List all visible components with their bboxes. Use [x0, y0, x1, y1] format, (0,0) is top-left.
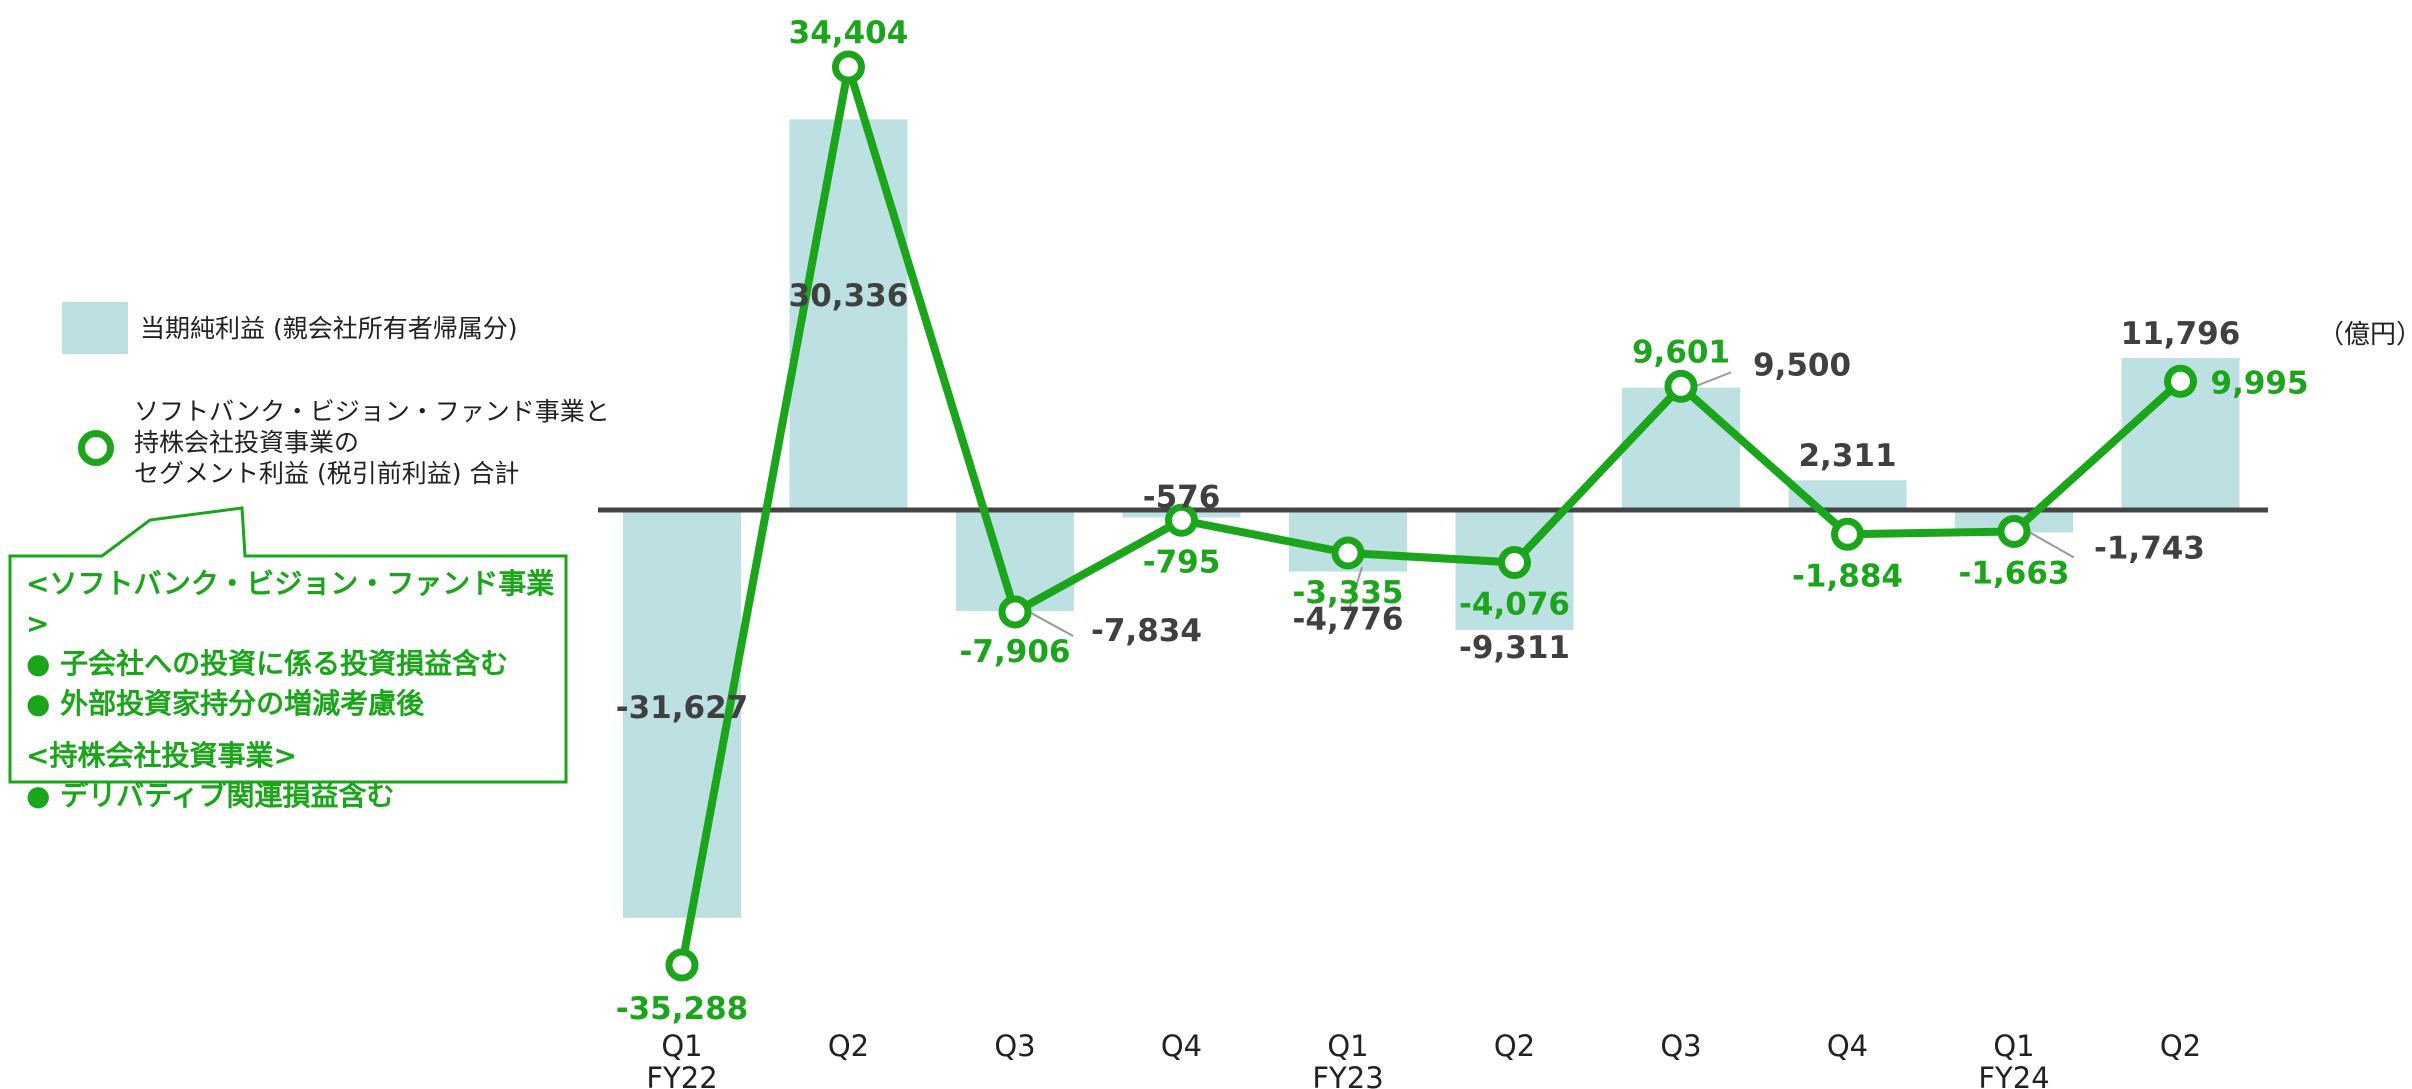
x-tick-label-7: Q4 — [1827, 1029, 1868, 1063]
callout-heading-svf: <ソフトバンク・ビジョン・ファンド事業> — [26, 567, 555, 640]
line-point-1 — [832, 50, 865, 84]
callout-heading-holdco: <持株会社投資事業> — [26, 739, 297, 772]
bar-value-label-7: 2,311 — [1798, 438, 1896, 474]
bar-value-label-9: 11,796 — [2121, 316, 2241, 352]
callout-bullet-1: ● 子会社への投資に係る投資損益含む — [26, 647, 509, 680]
bar-value-label-0: -31,627 — [616, 690, 749, 726]
callout-text: <ソフトバンク・ビジョン・ファンド事業> ● 子会社への投資に係る投資損益含む … — [26, 564, 566, 816]
line-value-label-7: -1,884 — [1792, 558, 1903, 594]
legend-line-label-3: セグメント利益 (税引前利益) 合計 — [134, 459, 520, 488]
line-value-label-6: 9,601 — [1632, 334, 1730, 370]
x-tick-label-1: Q2 — [828, 1029, 869, 1063]
legend-bar-swatch — [62, 302, 128, 354]
x-tick-label-3: Q4 — [1161, 1029, 1202, 1063]
legend-line-label-1: ソフトバンク・ビジョン・ファンド事業と — [134, 397, 610, 426]
line-value-label-3: -795 — [1143, 544, 1221, 580]
line-point-6 — [1664, 369, 1698, 403]
bar-value-label-5: -9,311 — [1459, 630, 1570, 666]
bar-layer — [623, 119, 2240, 918]
fiscal-year-label-0: FY22 — [646, 1061, 717, 1089]
bar-value-label-6: 9,500 — [1753, 348, 1851, 384]
x-tick-label-5: Q2 — [1494, 1029, 1535, 1063]
line-value-label-1: 34,404 — [789, 15, 909, 51]
callout-bullet-3: ● デリバティブ関連損益含む — [26, 779, 395, 812]
line-point-9 — [2164, 364, 2197, 398]
x-tick-label-0: Q1 — [661, 1029, 702, 1063]
bar-0 — [623, 510, 741, 918]
line-point-7 — [1831, 517, 1864, 551]
x-tick-label-8: Q1 — [1993, 1029, 2034, 1063]
bar-6 — [1622, 387, 1740, 510]
line-point-2 — [998, 595, 1032, 629]
line-point-0 — [665, 948, 699, 982]
line-value-label-4: -3,335 — [1293, 575, 1404, 611]
line-value-label-2: -7,906 — [960, 634, 1071, 670]
line-value-label-0: -35,288 — [616, 991, 749, 1027]
x-tick-label-6: Q3 — [1660, 1029, 1701, 1063]
leader-line-6 — [1694, 371, 1732, 388]
legend-line-label: ソフトバンク・ビジョン・ファンド事業と 持株会社投資事業の セグメント利益 (税… — [134, 396, 610, 489]
segment-profit-line — [678, 63, 2184, 966]
x-tick-label-9: Q2 — [2160, 1029, 2201, 1063]
unit-label: （億円） — [2318, 320, 2412, 350]
bar-value-label-2: -7,834 — [1091, 613, 1202, 649]
bar-value-label-3: -576 — [1143, 479, 1221, 515]
legend-bar-label: 当期純利益 (親会社所有者帰属分) — [140, 314, 518, 343]
leader-line-layer — [1028, 371, 2075, 637]
bar-1 — [789, 119, 908, 511]
line-point-4 — [1331, 536, 1365, 570]
line-point-8 — [1997, 514, 2031, 548]
fiscal-year-label-4: FY23 — [1312, 1061, 1383, 1089]
x-tick-label-2: Q3 — [994, 1029, 1035, 1063]
callout-bullet-2: ● 外部投資家持分の増減考慮後 — [26, 687, 425, 720]
bar-value-label-8: -1,743 — [2094, 530, 2205, 566]
line-value-label-8: -1,663 — [1959, 555, 2070, 591]
value-label-layer: -31,627 30,336 -7,834 -576 -4,776 -9,311 9,500… — [616, 15, 2309, 1027]
leader-line-4 — [1347, 566, 1363, 614]
x-tick-label-4: Q1 — [1327, 1029, 1368, 1063]
bar-value-label-4: -4,776 — [1293, 602, 1404, 638]
line-value-label-9: 9,995 — [2211, 365, 2309, 401]
bar-value-label-1: 30,336 — [789, 278, 909, 314]
line-point-3 — [1165, 503, 1198, 537]
callout-box — [8, 506, 568, 784]
legend-line-marker — [78, 430, 114, 466]
line-value-label-5: -4,076 — [1459, 587, 1570, 623]
leader-line-2 — [1028, 611, 1074, 637]
fiscal-year-label-8: FY24 — [1978, 1061, 2049, 1089]
legend-line-label-2: 持株会社投資事業の — [134, 428, 360, 457]
line-point-layer — [665, 50, 2197, 982]
leader-line-8 — [2027, 530, 2075, 559]
line-point-5 — [1498, 546, 1531, 580]
